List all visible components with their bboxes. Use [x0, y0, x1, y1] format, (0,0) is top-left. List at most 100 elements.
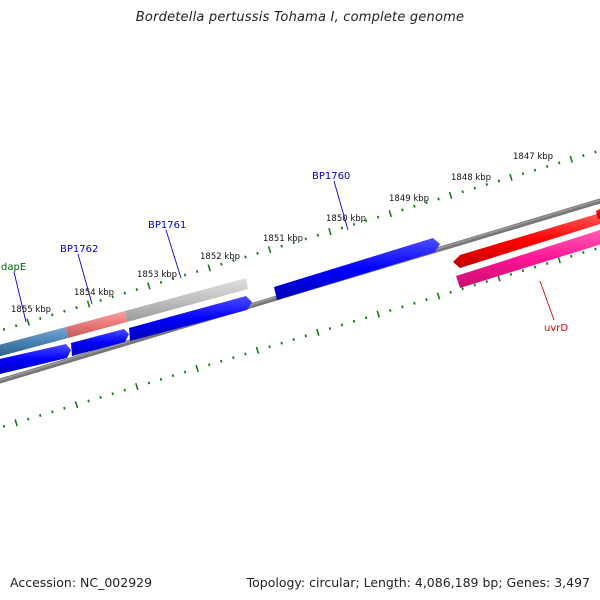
upper-tick-row-minor-tick [183, 273, 187, 277]
cds-bp1762 [71, 329, 129, 356]
tick-rows [2, 150, 597, 428]
lower-tick-row-minor-tick [461, 287, 464, 291]
lower-tick-row-major-tick [255, 346, 260, 354]
scale-label-1855: 1855 kbp [11, 305, 51, 315]
feature-gray [125, 278, 248, 322]
lower-tick-row-minor-tick [473, 283, 476, 287]
upper-tick-row-minor-tick [557, 161, 561, 165]
upper-tick-row-minor-tick [280, 244, 283, 248]
scale-label-1848: 1848 kbp [451, 173, 491, 183]
lower-tick-row-minor-tick [292, 337, 295, 341]
gene-label-bp1762: BP1762 [60, 244, 98, 255]
lower-tick-row-minor-tick [545, 261, 549, 265]
upper-tick-row-minor-tick [256, 251, 259, 255]
upper-tick-row-minor-tick [232, 259, 235, 263]
upper-tick-row-major-tick [448, 191, 453, 200]
lower-tick-row-minor-tick [521, 269, 525, 273]
upper-tick-row-minor-tick [99, 298, 102, 302]
lower-tick-row-major-tick [14, 419, 18, 427]
upper-tick-row-minor-tick [485, 183, 489, 187]
scale-label-1851: 1851 kbp [263, 234, 303, 244]
scale-label-1847: 1847 kbp [513, 152, 553, 162]
feature-salmon [66, 311, 127, 338]
cds-uvrd [456, 230, 600, 288]
accession-label: Accession: NC_002929 [10, 575, 153, 590]
lower-tick-row-minor-tick [123, 388, 126, 392]
upper-tick-row-minor-tick [413, 204, 416, 208]
lower-tick-row-minor-tick [401, 305, 404, 309]
upper-tick-row-major-tick [207, 264, 212, 272]
lower-tick-row-major-tick [436, 292, 441, 300]
lower-tick-row-minor-tick [280, 341, 283, 345]
lower-tick-row-minor-tick [232, 356, 235, 360]
upper-tick-row-major-tick [388, 209, 393, 218]
scale-label-1854: 1854 kbp [74, 288, 114, 298]
upper-tick-row-minor-tick [376, 215, 380, 219]
upper-tick-row-minor-tick [14, 324, 18, 328]
feature-steelblue [0, 327, 68, 357]
upper-tick-row-minor-tick [533, 168, 537, 172]
lower-tick-row-minor-tick [220, 359, 223, 363]
upper-tick-row-minor-tick [545, 164, 549, 168]
upper-tick-row-minor-tick [425, 201, 428, 205]
gene-labels: BP1760 BP1761 BP1762 dapE uvrD [1, 171, 568, 334]
lower-tick-row-major-tick [557, 256, 561, 264]
lower-tick-row-minor-tick [570, 254, 573, 258]
upper-tick-row-minor-tick [292, 240, 295, 244]
upper-tick-row-minor-tick [159, 280, 163, 284]
upper-tick-row-major-tick [267, 246, 272, 254]
lower-tick-row-minor-tick [340, 323, 344, 327]
upper-tick-row-minor-tick [352, 222, 356, 226]
upper-tick-row-minor-tick [582, 154, 585, 158]
forward-cds-track [0, 238, 440, 375]
upper-tick-row-minor-tick [461, 190, 464, 194]
upper-tick-row-minor-tick [437, 197, 440, 201]
upper-tick-row-minor-tick [135, 288, 139, 292]
cds-red-reverse [453, 213, 600, 268]
lower-tick-row-minor-tick [533, 265, 537, 269]
gene-label-bp1761: BP1761 [148, 220, 186, 231]
lower-tick-row-major-tick [74, 401, 79, 409]
lower-tick-row-minor-tick [159, 377, 163, 381]
lower-tick-row-minor-tick [26, 417, 30, 421]
map-title: Bordetella pertussis Tohama I, complete … [135, 10, 465, 25]
lower-tick-row-minor-tick [111, 392, 114, 396]
upper-tick-row-minor-tick [123, 291, 126, 295]
lower-tick-row-minor-tick [582, 251, 585, 255]
upper-tick-row-minor-tick [401, 208, 404, 212]
lower-tick-row-major-tick [195, 364, 199, 373]
upper-tick-row-minor-tick [51, 313, 54, 317]
scale-label-1853: 1853 kbp [137, 270, 177, 280]
upper-tick-row-major-tick [26, 318, 30, 326]
lower-tick-row-minor-tick [413, 301, 416, 305]
lower-tick-row-minor-tick [268, 345, 271, 349]
reverse-cds-track [453, 208, 600, 288]
cds-bp1760 [274, 238, 440, 300]
lower-tick-row-minor-tick [183, 370, 187, 374]
scale-label-1849: 1849 kbp [389, 194, 429, 204]
upper-tick-row-major-tick [86, 300, 91, 308]
lower-tick-row-minor-tick [147, 381, 151, 385]
lower-tick-row-minor-tick [509, 272, 513, 276]
lower-tick-row-major-tick [135, 382, 139, 391]
genome-summary: Topology: circular; Length: 4,086,189 bp… [246, 575, 590, 590]
upper-tick-row-minor-tick [340, 226, 344, 230]
upper-tick-row-major-tick [147, 282, 151, 290]
upper-tick-row-minor-tick [111, 295, 114, 299]
label-leaders [13, 180, 555, 323]
lower-tick-row-minor-tick [485, 280, 489, 284]
upper-tick-row-minor-tick [473, 186, 476, 190]
upper-tick-row-minor-tick [39, 317, 42, 321]
upper-tick-row-minor-tick [304, 237, 308, 241]
upper-tick-row-minor-tick [244, 255, 247, 259]
gene-label-dape: dapE [1, 262, 26, 273]
upper-tick-row-minor-tick [171, 277, 175, 281]
upper-tick-row-minor-tick [2, 327, 6, 331]
cds-dape [0, 344, 71, 375]
lower-tick-row-minor-tick [39, 414, 42, 418]
lower-tick-row-minor-tick [63, 406, 66, 410]
lower-tick-row-minor-tick [352, 319, 356, 323]
lower-tick-row-minor-tick [244, 352, 247, 356]
lower-tick-row-minor-tick [364, 316, 368, 320]
